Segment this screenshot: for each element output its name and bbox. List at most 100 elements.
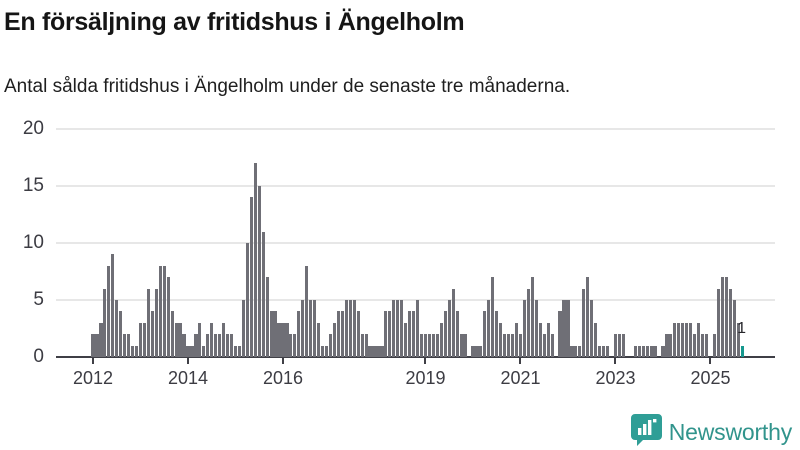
bar: [574, 345, 578, 357]
x-axis-tickmark: [709, 358, 712, 364]
bar: [617, 334, 622, 357]
bar: [712, 334, 717, 357]
gridline: [56, 185, 775, 187]
bar: [218, 334, 222, 357]
bar: [427, 334, 432, 357]
bar: [487, 300, 491, 357]
bar: [677, 322, 681, 357]
bar: [594, 322, 598, 357]
bar: [158, 265, 162, 357]
bar: [439, 322, 443, 357]
bar: [313, 300, 317, 357]
bar: [673, 322, 677, 357]
bar: [621, 334, 625, 357]
bar: [681, 322, 685, 357]
bar: [142, 322, 147, 357]
bar: [716, 288, 720, 357]
bar: [301, 300, 305, 357]
bar: [344, 300, 348, 357]
bar: [202, 345, 206, 357]
bar: [332, 322, 337, 357]
x-axis-tickmark: [614, 358, 617, 364]
bar: [443, 311, 447, 357]
bar: [570, 345, 574, 357]
bar: [404, 322, 408, 357]
bar: [542, 334, 546, 357]
bar: [222, 322, 226, 357]
bar: [309, 300, 313, 357]
bar: [324, 345, 329, 357]
bar: [91, 334, 95, 357]
x-axis-tick-label: 2021: [500, 368, 541, 388]
bar: [558, 311, 562, 357]
bar: [578, 345, 582, 357]
bar: [166, 277, 170, 357]
bar: [590, 300, 594, 357]
x-axis-tickmark: [281, 358, 284, 364]
bar: [419, 334, 424, 357]
newsworthy-bar-chart-icon: [630, 413, 662, 450]
bar: [685, 322, 689, 357]
gridline: [56, 242, 775, 244]
bar: [546, 322, 550, 357]
bar: [107, 265, 111, 357]
bar: [423, 334, 428, 357]
bar: [499, 322, 503, 357]
bar: [281, 322, 285, 357]
bar: [269, 311, 273, 357]
y-axis-tick-label: 5: [33, 289, 44, 310]
bar: [495, 311, 499, 357]
bar: [507, 334, 511, 357]
newsworthy-logo: Newsworthy: [630, 413, 792, 450]
x-axis-tick-label: 2019: [405, 368, 446, 388]
bar: [689, 322, 693, 357]
bar: [613, 334, 618, 357]
latest-value-label: 1: [737, 319, 747, 337]
bar: [479, 345, 483, 357]
x-axis-line: [56, 356, 775, 358]
bar: [483, 311, 487, 357]
bar: [320, 345, 325, 357]
y-axis-tick-label: 10: [22, 232, 44, 253]
bar: [518, 334, 523, 357]
bar: [265, 277, 269, 357]
bar: [720, 277, 724, 357]
bar: [530, 277, 534, 357]
bar: [356, 311, 360, 357]
bar: [380, 345, 384, 357]
bar: [127, 334, 131, 357]
bar: [233, 345, 238, 357]
bar: [225, 334, 230, 357]
bar: [99, 322, 103, 357]
bar: [198, 322, 202, 357]
bar: [633, 345, 637, 357]
bar: [697, 322, 701, 357]
bar: [154, 288, 158, 357]
bar: [134, 345, 139, 357]
bar: [459, 334, 463, 357]
bar: [566, 300, 570, 357]
bar: [392, 300, 396, 357]
bar: [364, 334, 368, 357]
bar-latest-highlighted: [740, 345, 744, 357]
bar: [241, 300, 245, 357]
bar: [471, 345, 475, 357]
bar: [526, 288, 530, 357]
bar: [348, 300, 352, 357]
bar: [336, 311, 340, 357]
bar: [115, 300, 119, 357]
bar: [210, 322, 214, 357]
bar: [253, 163, 257, 357]
bar: [186, 345, 190, 357]
bar: [372, 345, 376, 357]
bar: [645, 345, 649, 357]
bar: [194, 334, 198, 357]
bar: [435, 334, 439, 357]
bar: [289, 334, 293, 357]
bar: [431, 334, 435, 357]
bar: [150, 311, 154, 357]
bar: [249, 197, 253, 357]
bar: [285, 322, 289, 357]
bar: [637, 345, 641, 357]
brand-wordmark: Newsworthy: [668, 418, 792, 445]
